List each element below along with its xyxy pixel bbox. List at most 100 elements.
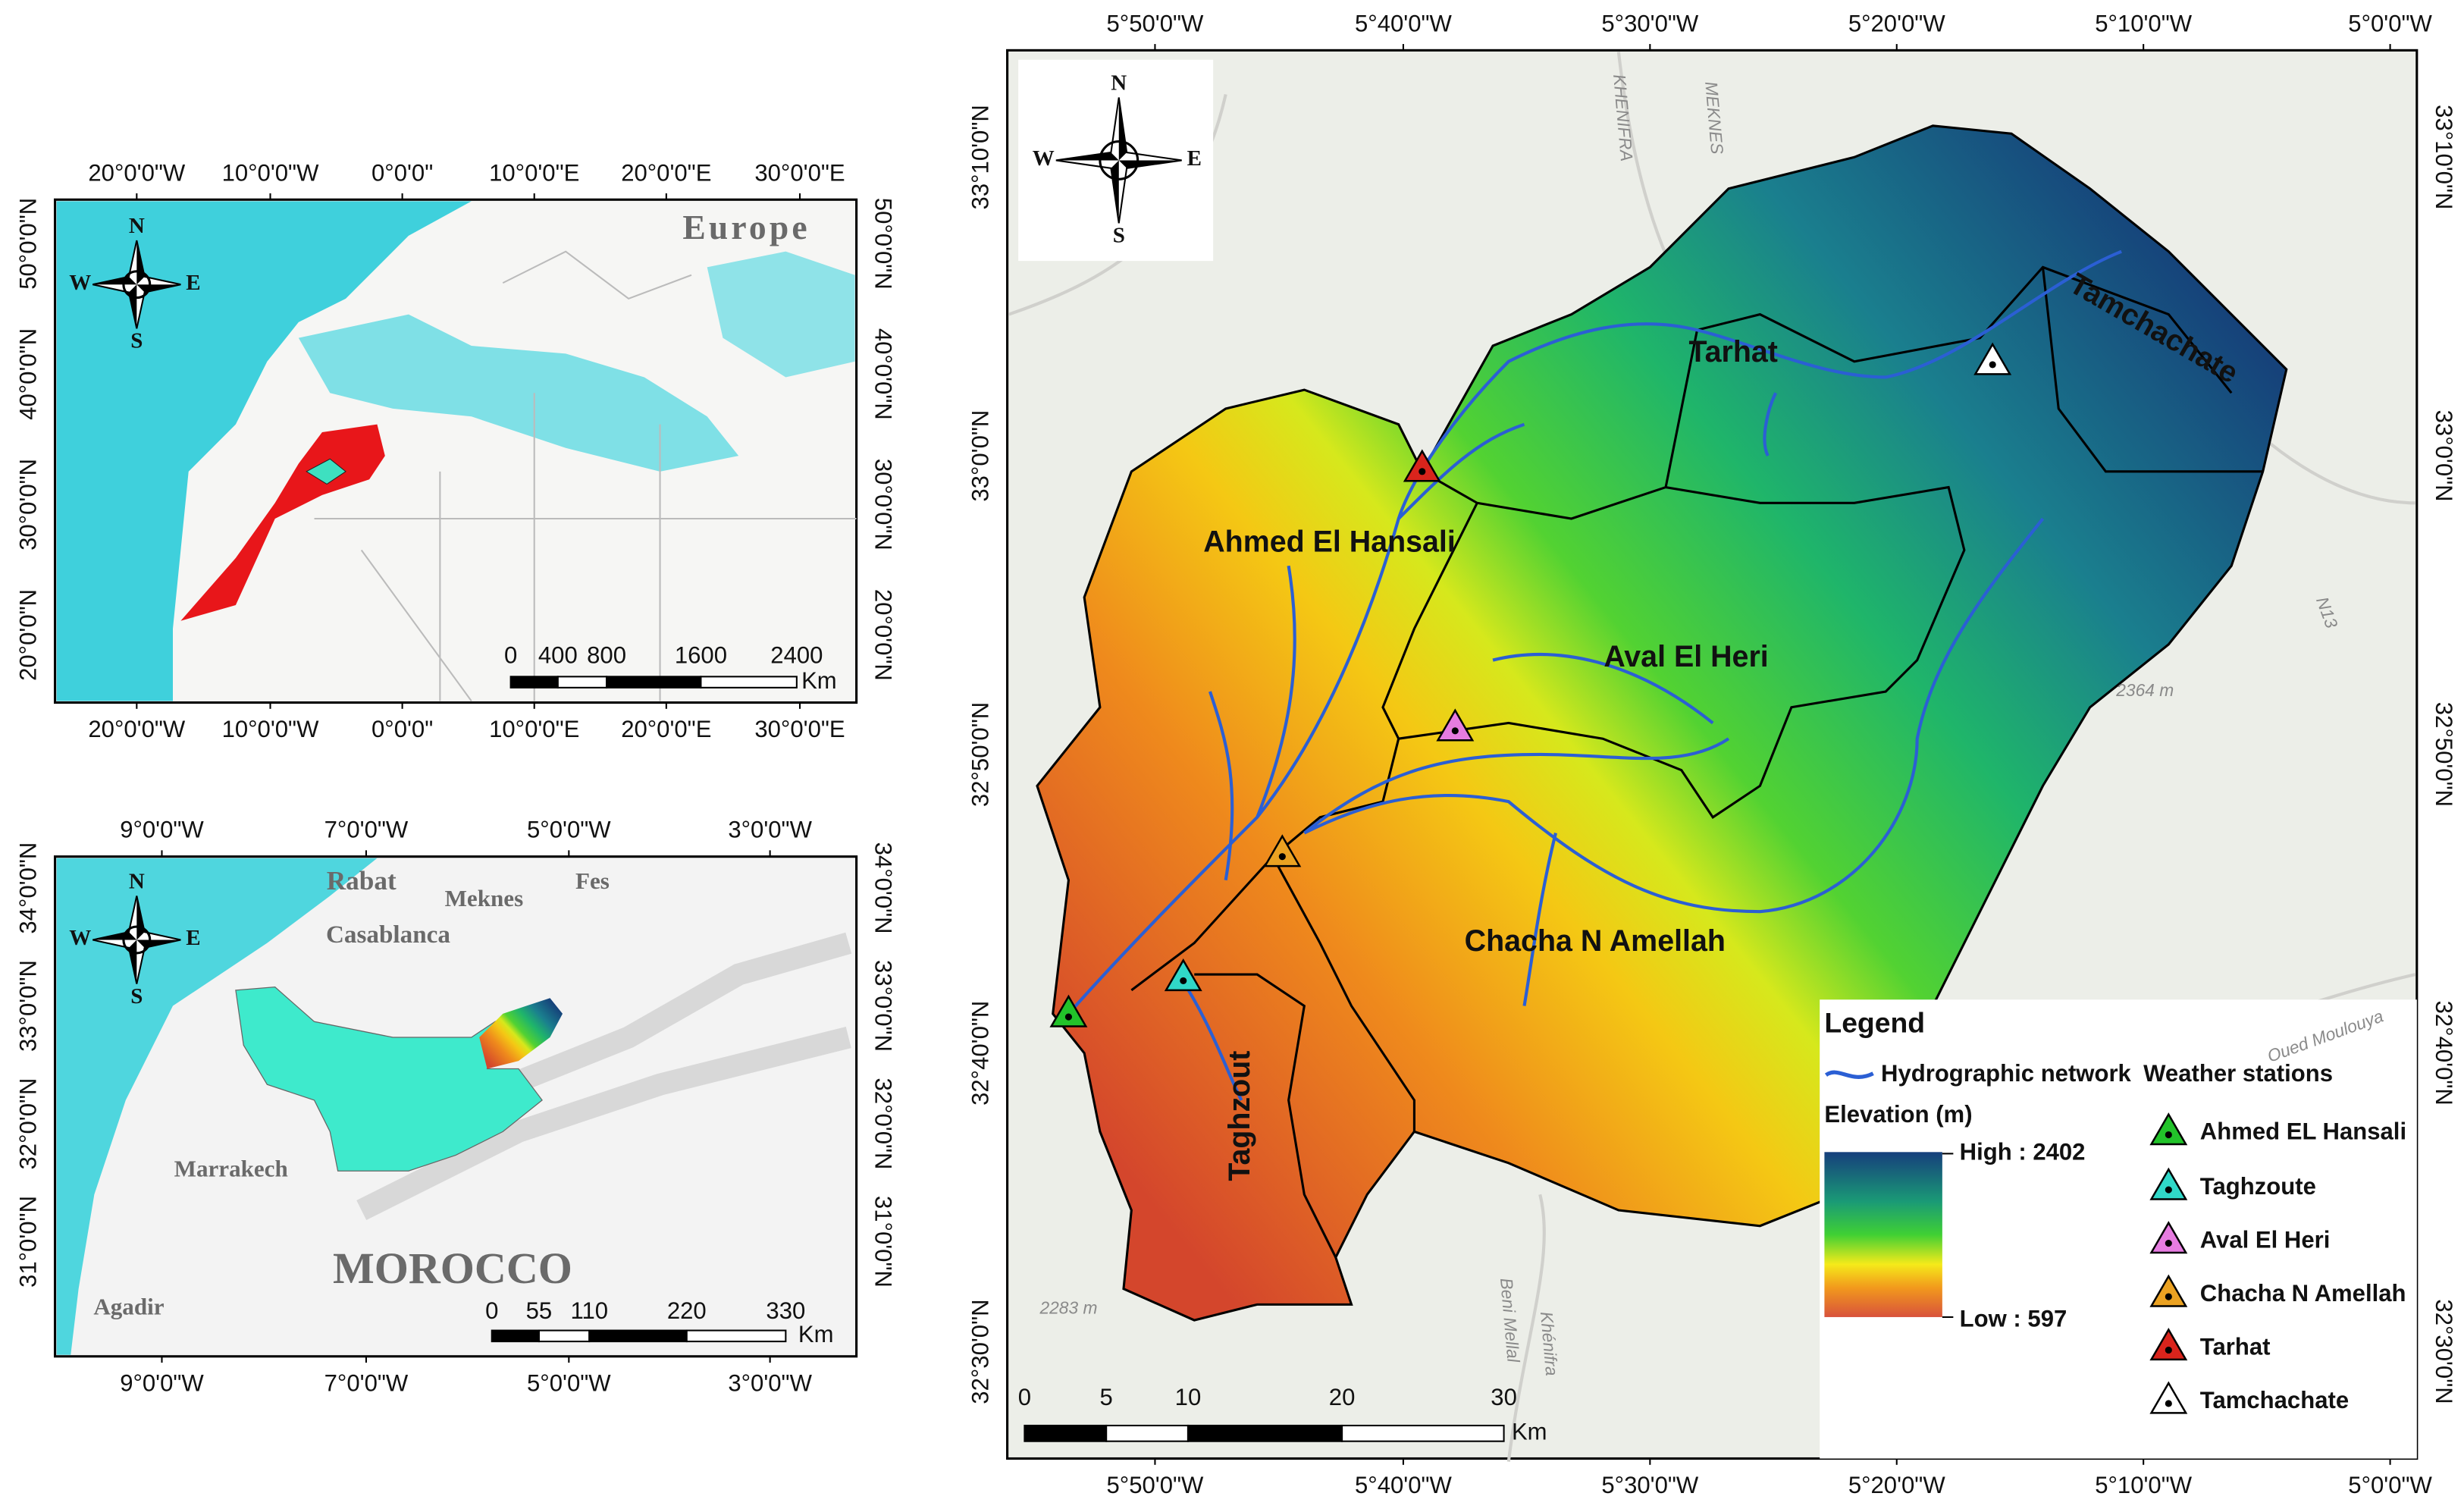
scale-segment [685, 1329, 787, 1343]
lon-tick-label: 20°0'0"W [88, 159, 186, 186]
scale-segment [588, 1329, 688, 1343]
lon-tick-label: 5°0'0"W [2348, 10, 2432, 36]
legend-station-symbol-dot [2165, 1131, 2172, 1139]
compass-fill [92, 240, 181, 329]
scale-label: 30 [1491, 1384, 1517, 1410]
legend-elevation-title: Elevation (m) [1824, 1101, 1972, 1128]
station-marker-dot [1180, 977, 1187, 984]
lat-tick-label: 34°0'0"N [15, 842, 42, 934]
scale-unit: Km [798, 1321, 834, 1347]
elevation-ramp [1824, 1152, 1942, 1317]
station-marker-dot [1451, 727, 1459, 735]
legend [1820, 999, 2417, 1459]
lon-tick-label: 20°0'0"E [621, 159, 711, 186]
compass-center [122, 270, 152, 300]
legend-station-symbol-dot [2165, 1239, 2172, 1247]
lat-tick-label: 32°0'0"N [15, 1078, 42, 1170]
legend-station-symbol-dot [2165, 1186, 2172, 1194]
station-marker-dot [1278, 853, 1286, 861]
lat-tick-label: 33°0'0"N [2431, 410, 2457, 502]
lat-tick-label: 32°30'0"N [967, 1299, 994, 1404]
lat-tick-label: 30°0'0"N [870, 459, 897, 551]
legend-station-symbol [2149, 1328, 2188, 1361]
scale-label: 1600 [675, 642, 727, 669]
lon-tick-label: 5°0'0"W [527, 817, 611, 843]
legend-station-label: Aval El Heri [2200, 1227, 2331, 1253]
scale-label: 2400 [770, 642, 823, 669]
scale-label: 0 [485, 1297, 498, 1324]
scale-unit: Km [801, 667, 837, 694]
lon-tick-label: 20°0'0"W [88, 716, 186, 742]
compass-s: S [130, 329, 143, 353]
scale-label: 330 [766, 1297, 805, 1324]
lat-tick-label: 31°0'0"N [870, 1196, 897, 1288]
scale-segment [509, 676, 559, 689]
lon-tick-label: 3°0'0"W [728, 817, 812, 843]
lat-tick-label: 32°30'0"N [2431, 1299, 2457, 1404]
lon-tick-label: 5°30'0"W [1601, 10, 1699, 36]
study-area [306, 458, 346, 485]
legend-station-label: Chacha N Amellah [2200, 1280, 2406, 1307]
lon-tick-label: 5°40'0"W [1355, 10, 1453, 36]
compass-w: W [69, 926, 91, 950]
station-marker [1973, 342, 2012, 375]
compass-fill [92, 896, 181, 984]
place-label: Rabat [327, 866, 397, 896]
compass-s: S [1113, 224, 1125, 248]
lon-tick-label: 0°0'0" [371, 159, 433, 186]
lon-tick-label: 5°20'0"W [1848, 1472, 1946, 1498]
lon-tick-label: 5°0'0"W [2348, 1472, 2432, 1498]
lon-tick-label: 5°50'0"W [1107, 1472, 1205, 1498]
compass-s: S [130, 984, 143, 1009]
legend-elevation-high: High : 2402 [1960, 1139, 2086, 1165]
lat-tick-label: 30°0'0"N [15, 459, 42, 551]
world-inset [53, 198, 858, 704]
legend-station-symbol-dot [2165, 1346, 2172, 1354]
lon-tick-label: 7°0'0"W [324, 817, 409, 843]
study-area [479, 998, 563, 1069]
scale-segment [538, 1329, 591, 1343]
scale-label: 800 [587, 642, 626, 669]
legend-station-label: Tarhat [2200, 1334, 2271, 1360]
scale-segment [700, 676, 798, 689]
lon-tick-label: 10°0'0"E [489, 159, 579, 186]
lon-tick-label: 30°0'0"E [754, 716, 845, 742]
scale-segment [1187, 1424, 1343, 1442]
scale-label: 400 [538, 642, 578, 669]
legend-station-label: Tamchachate [2200, 1387, 2349, 1413]
background-label: 2364 m [2115, 680, 2174, 700]
station-marker [1164, 958, 1202, 992]
station-marker-dot [1989, 361, 1996, 369]
lat-tick-label: 32°40'0"N [2431, 1001, 2457, 1106]
legend-elevation-low: Low : 597 [1960, 1305, 2067, 1332]
station-marker [1049, 994, 1088, 1027]
legend-station-symbol [2149, 1381, 2188, 1414]
lat-tick-label: 32°50'0"N [967, 702, 994, 807]
basin-label: Ahmed El Hansali [1203, 525, 1456, 559]
scale-segment [491, 1329, 540, 1343]
lon-tick-label: 5°40'0"W [1355, 1472, 1453, 1498]
compass-e: E [186, 926, 200, 950]
scale-label: 20 [1329, 1384, 1356, 1410]
place-label: MOROCCO [333, 1244, 572, 1293]
lat-tick-label: 33°0'0"N [870, 960, 897, 1052]
atlantic [56, 201, 472, 701]
lon-tick-label: 10°0'0"E [489, 716, 579, 742]
lat-tick-label: 31°0'0"N [15, 1196, 42, 1288]
scale-segment [1105, 1424, 1190, 1442]
lat-tick-label: 50°0'0"N [15, 198, 42, 290]
scale-unit: Km [1512, 1419, 1547, 1445]
legend-stations-title: Weather stations [2143, 1060, 2333, 1087]
legend-station-symbol-dot [2165, 1400, 2172, 1407]
lat-tick-label: 34°0'0"N [870, 842, 897, 934]
lat-tick-label: 32°40'0"N [967, 1001, 994, 1106]
lon-tick-label: 5°10'0"W [2095, 1472, 2193, 1498]
legend-station-symbol [2149, 1221, 2188, 1254]
lon-tick-label: 3°0'0"W [728, 1369, 812, 1396]
borders [314, 250, 857, 702]
place-label: Fes [575, 867, 610, 894]
station-marker [1263, 834, 1302, 867]
rivers [1067, 249, 2122, 1101]
legend-river: Hydrographic network [1881, 1060, 2132, 1087]
